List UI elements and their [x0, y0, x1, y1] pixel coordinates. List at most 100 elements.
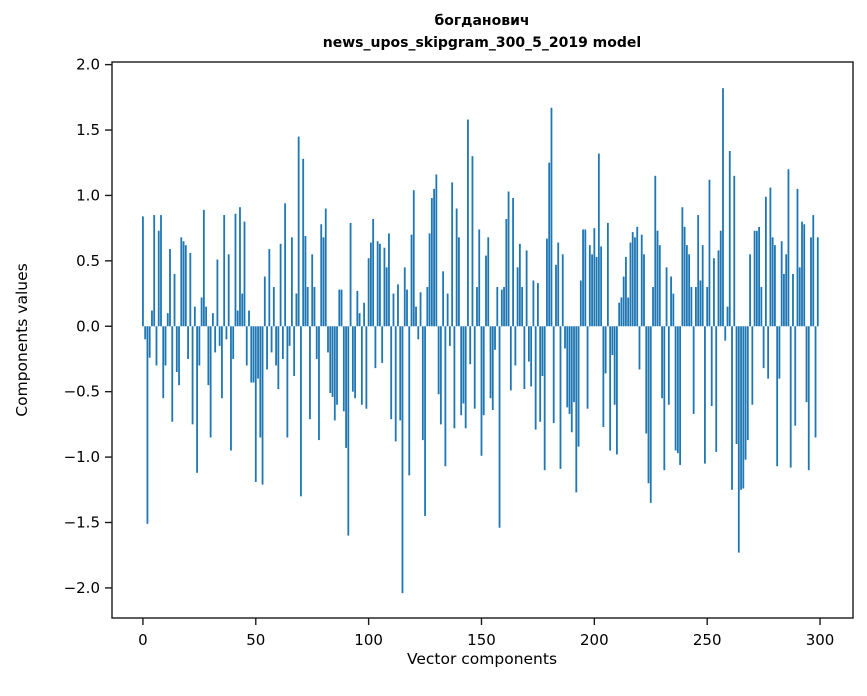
bar: [685, 245, 688, 327]
bar: [175, 326, 178, 373]
bar: [636, 226, 639, 327]
bar: [613, 326, 616, 405]
bar: [202, 209, 205, 327]
bar: [272, 287, 275, 327]
bar: [230, 326, 232, 451]
bar: [559, 326, 562, 469]
bar: [338, 289, 341, 327]
bar: [446, 293, 449, 327]
bar: [171, 326, 174, 422]
bar: [552, 326, 555, 424]
bar: [681, 207, 684, 327]
y-tick-label: 0.0: [76, 317, 100, 335]
plot-frame: [111, 61, 854, 619]
bar: [728, 150, 731, 327]
bar: [609, 326, 612, 451]
bar: [758, 226, 761, 327]
bar: [568, 326, 571, 414]
bar: [223, 215, 226, 327]
bar: [751, 326, 754, 405]
bar: [780, 241, 783, 327]
bar: [453, 326, 456, 429]
bar: [505, 218, 508, 327]
bar: [661, 326, 663, 399]
bar: [701, 245, 704, 327]
bar: [796, 188, 799, 327]
bar: [270, 326, 273, 353]
bar: [381, 326, 384, 363]
bar: [744, 326, 747, 460]
bar: [521, 287, 524, 327]
bar: [304, 236, 307, 327]
bar: [448, 326, 451, 346]
bar: [674, 326, 677, 451]
bar: [755, 230, 758, 327]
y-tick-label: 0.5: [76, 252, 100, 270]
bar: [717, 250, 720, 327]
bar: [390, 326, 393, 420]
bar: [442, 271, 445, 327]
bar: [769, 187, 772, 327]
bar: [148, 326, 151, 358]
bar: [532, 280, 535, 327]
bar: [392, 293, 395, 327]
bar: [345, 326, 347, 448]
bar: [534, 326, 537, 430]
bar: [376, 241, 379, 327]
bar: [638, 326, 641, 370]
bar: [561, 254, 564, 327]
bar: [586, 326, 589, 409]
bar: [742, 326, 745, 489]
bar: [692, 326, 695, 414]
bar: [746, 326, 749, 441]
bar: [365, 326, 368, 409]
bar: [266, 326, 268, 370]
bar: [399, 326, 402, 421]
bar: [200, 297, 203, 327]
chart-title-line2: news_upos_skipgram_300_5_2019 model: [323, 35, 641, 51]
bar: [737, 326, 740, 553]
bar: [146, 326, 149, 524]
bar: [169, 249, 171, 327]
bar: [462, 326, 465, 404]
bar: [236, 310, 239, 327]
bar: [643, 254, 645, 327]
bar: [367, 258, 370, 327]
bar: [733, 175, 736, 327]
bar: [634, 237, 636, 327]
y-tick-label: −1.5: [64, 513, 100, 531]
bar: [683, 226, 686, 327]
bar: [787, 169, 790, 327]
bar: [537, 283, 539, 327]
bar: [173, 273, 176, 327]
bar: [523, 326, 526, 390]
bar: [810, 237, 812, 327]
bar: [676, 326, 679, 454]
bar: [435, 174, 438, 327]
bar: [211, 313, 214, 327]
bar: [221, 326, 223, 399]
bar: [600, 246, 603, 327]
bar: [485, 255, 487, 327]
bar: [243, 221, 246, 327]
bar: [516, 267, 519, 327]
bar: [162, 326, 165, 399]
bar: [430, 198, 433, 327]
bar: [300, 326, 302, 497]
bar: [358, 313, 361, 327]
bar: [543, 326, 546, 471]
bar: [629, 242, 632, 327]
bar: [198, 326, 201, 366]
bar: [555, 264, 557, 327]
bar: [719, 230, 722, 327]
bar: [433, 188, 435, 327]
bar: [494, 326, 496, 350]
bar: [196, 326, 198, 473]
bar: [789, 326, 792, 468]
bar: [401, 326, 404, 594]
bar: [616, 326, 618, 455]
bar: [306, 287, 309, 327]
bar: [706, 287, 709, 327]
bar: [604, 326, 607, 374]
bar: [690, 287, 693, 327]
